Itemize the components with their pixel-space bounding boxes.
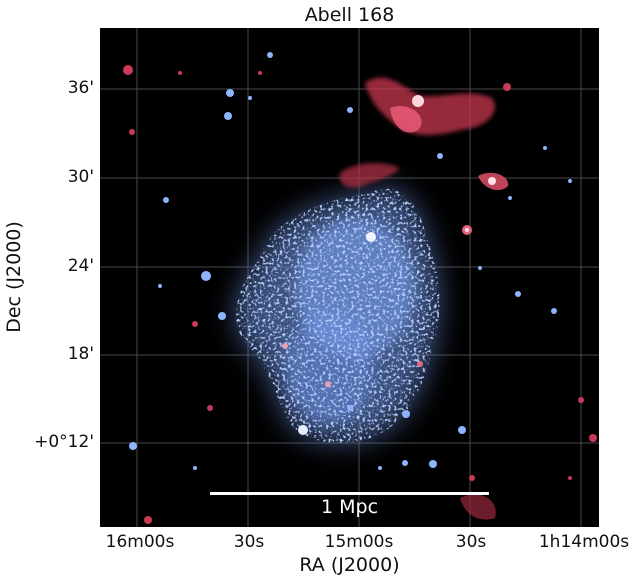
y-tick-label: +0°12' [34, 432, 94, 452]
xray-point-sources [129, 52, 572, 470]
y-tick-label: 18' [67, 344, 94, 364]
x-tick-label: 16m00s [105, 532, 175, 552]
x-tick-label: 1h14m00s [538, 532, 630, 552]
x-axis-label: RA (J2000) [299, 554, 400, 576]
composite-image-canvas [100, 28, 599, 527]
xray-diffuse-emission [236, 188, 440, 443]
x-tick-label: 30s [233, 532, 265, 552]
sky-image: 1 Mpc [100, 28, 599, 527]
y-tick-label: 30' [67, 167, 94, 187]
scale-bar-label: 1 Mpc [320, 496, 379, 518]
y-tick-label: 24' [67, 256, 94, 276]
y-axis-label: Dec (J2000) [3, 221, 25, 333]
x-tick-label: 30s [455, 532, 487, 552]
scale-bar [210, 492, 489, 495]
image-title: Abell 168 [304, 4, 395, 26]
radio-emission [123, 65, 597, 524]
x-tick-label: 15m00s [324, 532, 394, 552]
y-tick-label: 36' [67, 78, 94, 98]
